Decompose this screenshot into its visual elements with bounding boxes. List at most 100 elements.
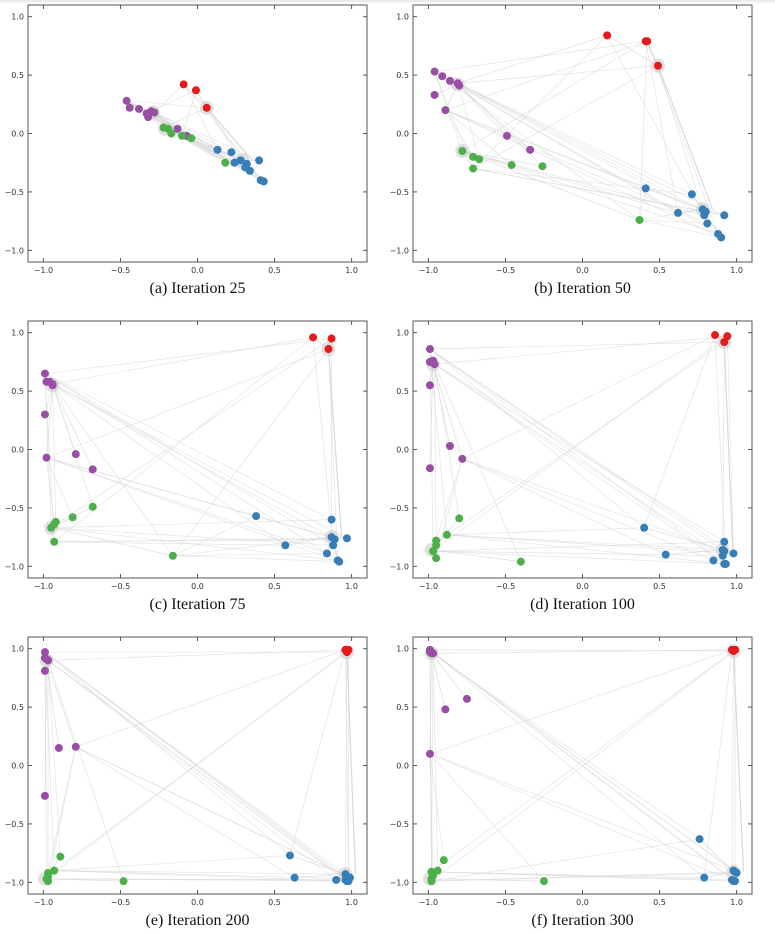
green-point <box>442 530 451 539</box>
edge <box>473 168 725 216</box>
blue-point <box>245 166 254 175</box>
green-series <box>429 514 525 566</box>
blue-point <box>721 559 730 568</box>
edge <box>44 338 332 374</box>
blue-point <box>242 159 251 168</box>
purple-series <box>430 67 535 154</box>
edge <box>665 549 723 556</box>
green-series <box>42 852 128 886</box>
y-tick-label: −1.0 <box>390 878 409 887</box>
blue-point <box>213 145 222 154</box>
edge <box>75 746 295 878</box>
edge <box>47 660 337 881</box>
edge <box>457 84 508 137</box>
edge <box>431 838 700 882</box>
y-tick-label: 1.0 <box>396 329 409 338</box>
y-tick-label: 0.0 <box>11 130 24 139</box>
edge <box>48 649 349 661</box>
edge <box>429 341 725 350</box>
blue-point <box>641 184 650 193</box>
edge <box>434 71 705 216</box>
x-tick-label: 0.0 <box>576 266 589 275</box>
blue-series <box>213 145 268 186</box>
subplot-caption: (f) Iteration 300 <box>531 912 634 929</box>
blue-point <box>729 549 738 558</box>
edge <box>181 90 197 136</box>
edge <box>726 336 734 554</box>
x-tick-label: −1.0 <box>419 266 438 275</box>
blue-point <box>344 877 353 886</box>
x-tick-label: −1.0 <box>34 266 53 275</box>
green-point <box>178 131 187 140</box>
edge <box>294 873 346 879</box>
green-point <box>68 513 77 522</box>
red-point <box>324 345 333 354</box>
edge <box>639 188 647 221</box>
red-series <box>341 645 353 657</box>
purple-point <box>462 694 471 703</box>
y-tick-label: 0.0 <box>396 446 409 455</box>
y-tick-label: 0.5 <box>11 703 24 712</box>
edge <box>462 40 646 152</box>
edge <box>435 458 463 559</box>
purple-point <box>173 124 182 133</box>
edges <box>429 334 734 565</box>
y-tick-label: −0.5 <box>390 188 409 197</box>
blue-point <box>290 873 299 882</box>
green-series <box>427 856 548 886</box>
edge <box>328 349 339 561</box>
red-point <box>729 647 738 656</box>
edge <box>462 334 716 460</box>
edge <box>44 373 52 528</box>
edge <box>429 348 723 551</box>
blue-point <box>731 877 740 886</box>
y-tick-label: −1.0 <box>5 878 24 887</box>
edge <box>345 652 348 875</box>
y-tick-label: 0.0 <box>11 762 24 771</box>
edge <box>462 150 543 167</box>
edge <box>462 458 725 552</box>
y-tick-label: −1.0 <box>390 562 409 571</box>
edge <box>429 753 545 882</box>
green-point <box>168 551 177 560</box>
red-series <box>603 31 663 70</box>
green-point <box>507 161 516 170</box>
edge <box>429 349 448 535</box>
blue-point <box>322 549 331 558</box>
edge <box>47 660 124 882</box>
edge <box>163 127 241 161</box>
blue-point <box>720 211 729 220</box>
x-tick-label: −0.5 <box>111 266 130 275</box>
edge <box>446 534 734 554</box>
green-series <box>47 502 177 560</box>
x-tick-label: −1.0 <box>34 898 53 907</box>
purple-point <box>458 454 467 463</box>
edge <box>172 555 340 562</box>
blue-series <box>641 184 729 242</box>
edge <box>435 458 463 541</box>
green-point <box>429 547 438 556</box>
edge <box>75 746 351 878</box>
blue-point <box>259 177 268 186</box>
purple-point <box>425 345 434 354</box>
y-tick-label: −1.0 <box>5 246 24 255</box>
red-point <box>309 333 318 342</box>
purple-point <box>40 791 49 800</box>
edge <box>431 653 446 710</box>
purple-point <box>134 104 143 113</box>
purple-point <box>122 96 131 105</box>
y-tick-label: 0.5 <box>396 387 409 396</box>
edge <box>46 457 55 525</box>
green-point <box>56 852 65 861</box>
blue-point <box>255 156 264 165</box>
edge <box>46 649 349 880</box>
red-point <box>643 37 652 46</box>
green-point <box>88 502 97 511</box>
edge <box>154 84 184 113</box>
blue-point <box>703 219 712 228</box>
edge <box>172 553 327 557</box>
edge <box>731 651 734 880</box>
edge <box>433 550 723 557</box>
